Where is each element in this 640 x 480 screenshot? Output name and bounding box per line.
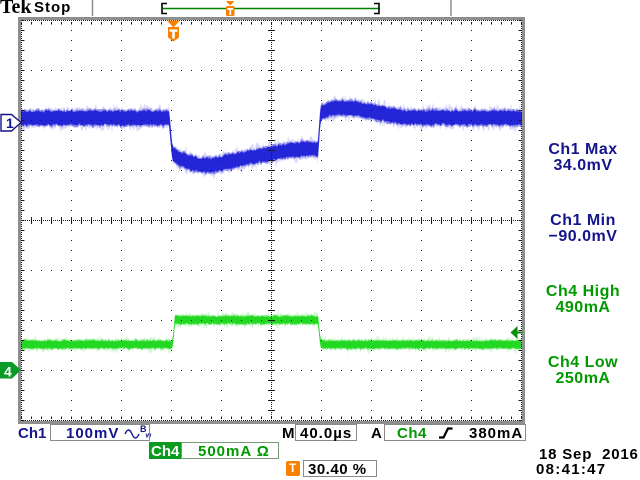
svg-text:4: 4 xyxy=(4,364,12,380)
svg-text:w: w xyxy=(145,431,152,440)
svg-text:1: 1 xyxy=(6,115,14,131)
svg-text:B: B xyxy=(140,424,147,434)
